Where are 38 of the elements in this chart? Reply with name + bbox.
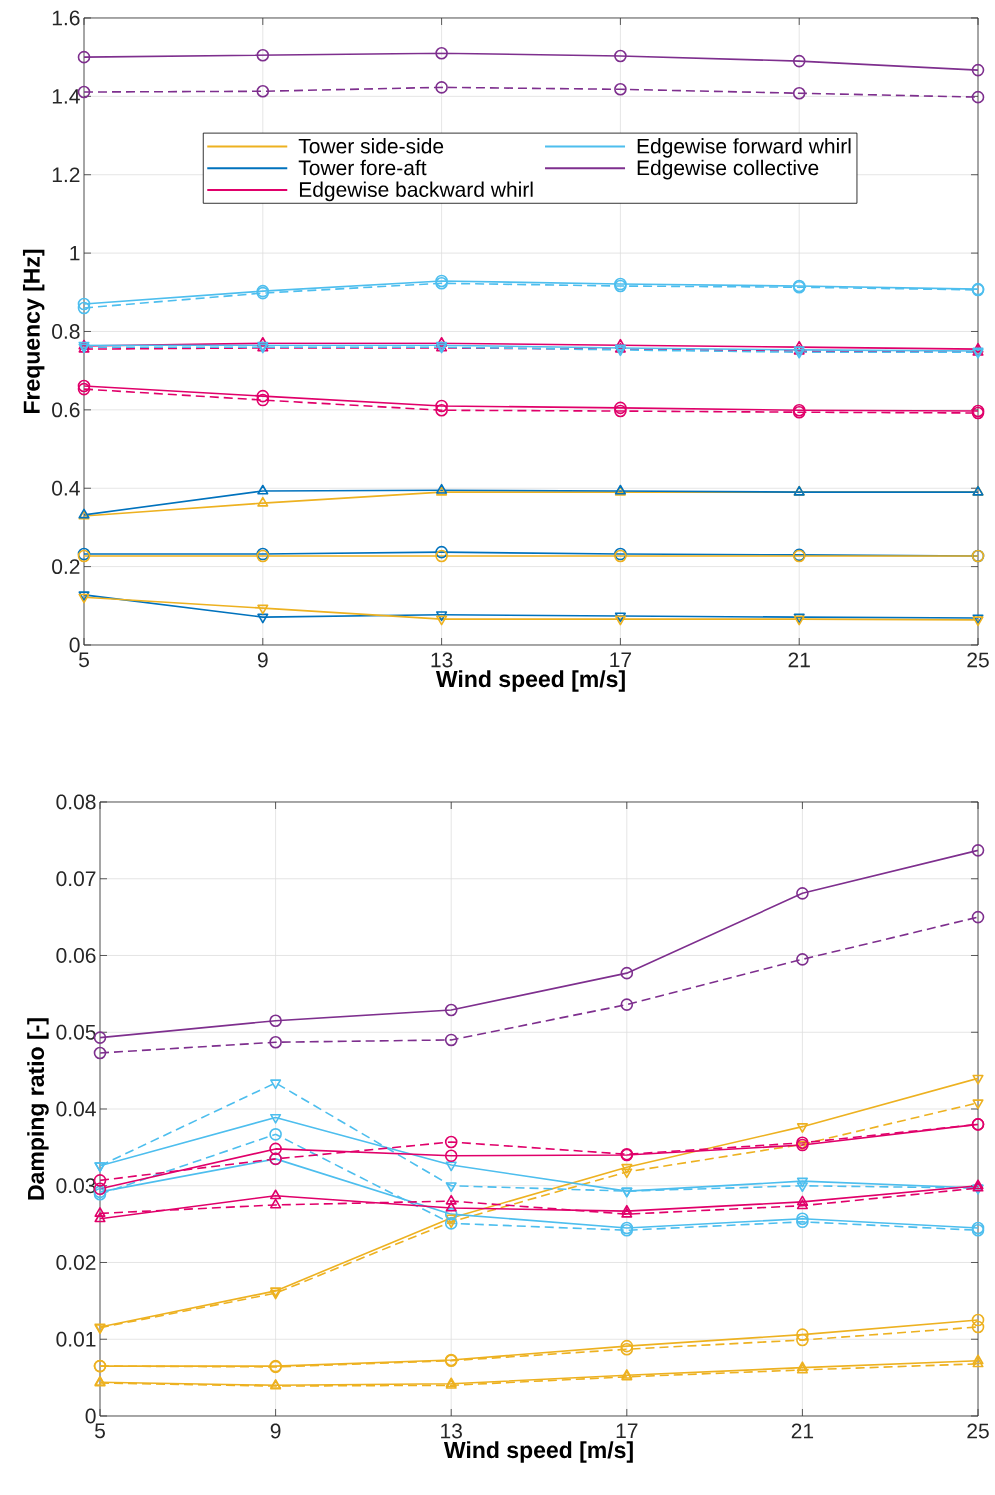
y-tick-label: 0.06 bbox=[56, 948, 96, 963]
x-tick-label: 13 bbox=[441, 1423, 462, 1439]
x-tick-label: 21 bbox=[788, 652, 810, 668]
y-tick-label: 1.2 bbox=[52, 167, 80, 183]
x-tick-label: 9 bbox=[257, 652, 268, 668]
x-tick-label: 17 bbox=[610, 652, 632, 667]
x-tick-label: 21 bbox=[791, 1423, 814, 1439]
legend-label: Edgewise backward whirl bbox=[299, 181, 533, 202]
y-tick-label: 0.05 bbox=[56, 1024, 96, 1040]
x-axis-title: Wind speed [m/s] bbox=[435, 670, 625, 692]
y-tick-label: 1.4 bbox=[52, 89, 80, 104]
y-tick-label: 0 bbox=[85, 1408, 96, 1424]
y-tick-label: 0.6 bbox=[52, 402, 80, 418]
legend-label: Tower side-side bbox=[298, 138, 444, 154]
x-tick-label: 25 bbox=[967, 1423, 989, 1439]
y-tick-label: 0 bbox=[69, 637, 80, 653]
y-tick-label: 0.04 bbox=[56, 1101, 96, 1117]
legend-label: Edgewise collective bbox=[637, 159, 819, 180]
x-tick-label: 17 bbox=[616, 1423, 638, 1438]
y-axis-title: Frequency [Hz] bbox=[22, 249, 45, 414]
y-tick-label: 1 bbox=[70, 245, 80, 261]
x-axis-title: Wind speed [m/s] bbox=[443, 1441, 633, 1463]
y-tick-label: 0.07 bbox=[56, 871, 96, 887]
y-tick-label: 1.6 bbox=[52, 10, 80, 26]
x-tick-label: 25 bbox=[967, 652, 989, 668]
legend-label: Tower fore-aft bbox=[298, 159, 427, 176]
legend-label: Edgewise forward whirl bbox=[637, 138, 851, 158]
x-tick-label: 5 bbox=[79, 652, 89, 668]
y-tick-label: 0.4 bbox=[52, 480, 80, 496]
x-tick-label: 13 bbox=[431, 652, 453, 668]
y-tick-label: 0.02 bbox=[56, 1255, 96, 1270]
y-tick-label: 0.01 bbox=[56, 1331, 96, 1347]
y-tick-label: 0.8 bbox=[52, 324, 80, 339]
x-tick-label: 9 bbox=[270, 1423, 281, 1439]
y-axis-title: Damping ratio [-] bbox=[27, 1018, 49, 1200]
y-tick-label: 0.08 bbox=[56, 794, 96, 810]
x-tick-label: 5 bbox=[95, 1423, 105, 1439]
y-tick-label: 0.2 bbox=[52, 559, 80, 575]
